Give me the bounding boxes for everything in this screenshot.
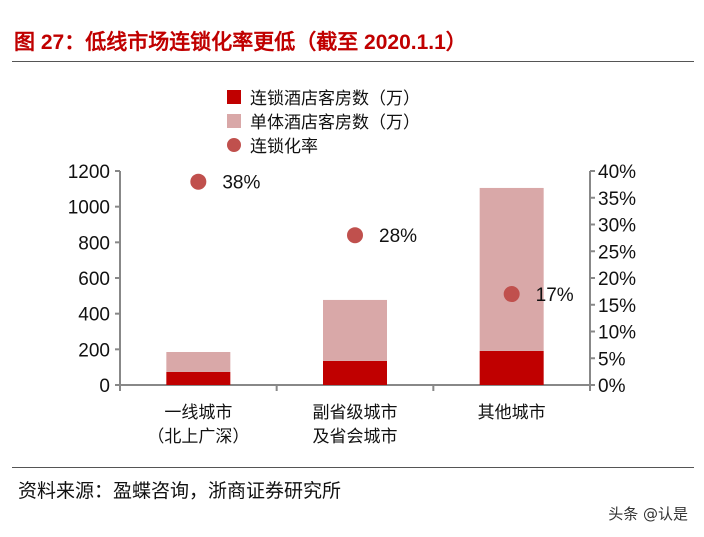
y-tick-label: 1000 [68,198,110,219]
y2-tick-label: 25% [598,242,636,263]
y2-tick-label: 40% [598,162,636,183]
y2-tick-label: 20% [598,269,636,290]
y2-tick-label: 35% [598,189,636,210]
legend-label: 单体酒店客房数（万） [250,113,420,133]
x-tick-label: 其他城市 [478,403,546,423]
watermark: 头条 @认是 [608,505,688,523]
y2-tick-label: 15% [598,296,636,317]
source-note: 资料来源：盈蝶咨询，浙商证券研究所 [18,480,342,502]
rate-point [347,227,363,244]
y-tick-label: 400 [78,305,110,326]
y-tick-label: 800 [78,233,110,254]
y-tick-label: 600 [78,269,110,290]
rate-point [190,173,207,190]
bar [323,360,387,385]
y-tick-label: 1200 [68,162,110,183]
legend-swatch [227,90,241,104]
bar [166,371,231,385]
legend-swatch [227,114,241,128]
x-tick-label: 副省级城市 [313,403,398,423]
bar [166,352,231,372]
bar [479,187,544,351]
bar [479,350,544,385]
y2-tick-label: 5% [598,349,626,370]
rate-label: 28% [379,226,417,247]
bar [323,299,387,361]
y2-tick-label: 10% [598,323,636,344]
legend-label: 连锁酒店客房数（万） [250,89,420,109]
y-tick-label: 200 [78,340,110,361]
source-divider [12,467,694,468]
x-tick-label: 及省会城市 [313,427,398,447]
y2-tick-label: 30% [598,216,636,237]
rate-point [503,286,520,303]
y2-tick-label: 0% [598,376,626,397]
rate-label: 17% [536,285,574,306]
x-tick-label: （北上广深） [147,427,249,447]
x-tick-label: 一线城市 [164,403,232,423]
legend-swatch [227,138,241,152]
figure-title: 图 27：低线市场连锁化率更低（截至 2020.1.1） [14,31,467,54]
legend-label: 连锁化率 [250,137,318,157]
title-divider [12,61,694,62]
y-tick-label: 0 [99,376,110,397]
rate-label: 38% [222,173,260,194]
